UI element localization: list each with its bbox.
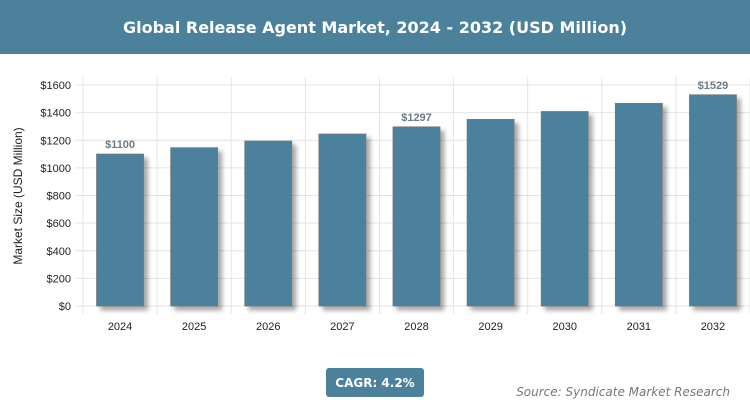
x-tick-label: 2030 — [552, 321, 576, 333]
x-tick-label: 2025 — [182, 321, 206, 333]
x-tick-label: 2027 — [330, 321, 354, 333]
y-tick-label: $1200 — [40, 135, 71, 147]
data-label: $1297 — [401, 112, 432, 124]
bar-2029 — [466, 118, 515, 307]
bar-2025 — [170, 147, 219, 307]
bar-2031 — [614, 102, 663, 307]
y-tick-label: $400 — [47, 246, 71, 258]
data-label: $1529 — [698, 80, 729, 92]
bar-2028 — [392, 126, 441, 307]
x-tick-label: 2029 — [478, 321, 502, 333]
source-note: Source: Syndicate Market Research — [516, 385, 730, 399]
y-tick-label: $0 — [59, 301, 71, 313]
bar-2030 — [540, 111, 589, 307]
bar-2026 — [244, 140, 293, 307]
x-tick-label: 2028 — [404, 321, 428, 333]
y-tick-label: $1600 — [40, 80, 71, 92]
y-tick-label: $800 — [47, 191, 71, 203]
data-label: $1100 — [105, 139, 135, 151]
y-tick-label: $600 — [47, 218, 71, 230]
bar-2024 — [96, 153, 144, 307]
x-tick-label: 2031 — [627, 321, 651, 333]
cagr-badge: CAGR: 4.2% — [326, 368, 424, 397]
y-tick-label: $1000 — [40, 163, 71, 175]
y-tick-label: $1400 — [40, 108, 71, 120]
chart-title: Global Release Agent Market, 2024 - 2032… — [0, 0, 750, 54]
bar-2032 — [689, 94, 737, 307]
y-axis-label: Market Size (USD Million) — [11, 127, 25, 264]
x-tick-label: 2032 — [701, 321, 725, 333]
bar-chart: Market Size (USD Million) $0 $200 $400 $600… — [11, 77, 750, 333]
x-tick-label: 2026 — [256, 321, 280, 333]
bar-2027 — [318, 133, 367, 307]
x-tick-label: 2024 — [108, 321, 132, 333]
y-tick-label: $200 — [47, 273, 71, 285]
